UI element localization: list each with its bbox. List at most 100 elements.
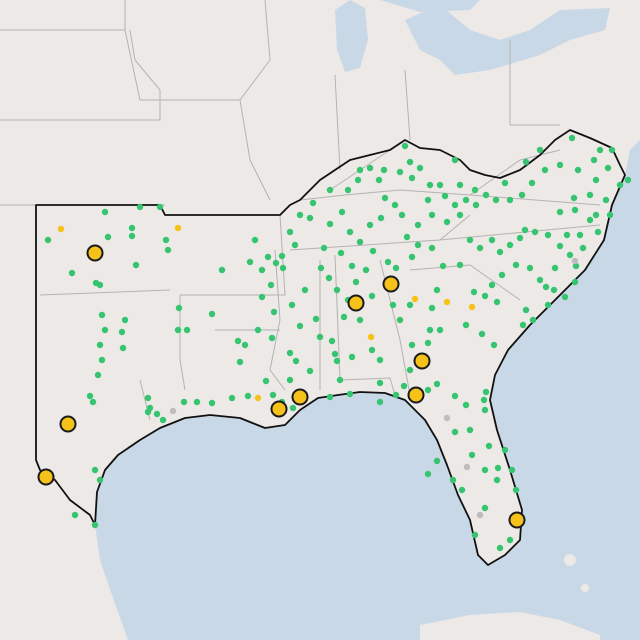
green-location-dot[interactable] — [424, 386, 432, 394]
green-location-dot[interactable] — [506, 196, 514, 204]
green-location-dot[interactable] — [254, 326, 262, 334]
green-location-dot[interactable] — [272, 259, 280, 267]
green-location-dot[interactable] — [396, 168, 404, 176]
green-location-dot[interactable] — [89, 398, 97, 406]
green-location-dot[interactable] — [456, 261, 464, 269]
green-location-dot[interactable] — [480, 396, 488, 404]
green-location-dot[interactable] — [590, 156, 598, 164]
green-location-dot[interactable] — [401, 142, 409, 150]
green-location-dot[interactable] — [471, 186, 479, 194]
green-location-dot[interactable] — [366, 164, 374, 172]
green-location-dot[interactable] — [571, 278, 579, 286]
green-location-dot[interactable] — [518, 191, 526, 199]
green-location-dot[interactable] — [403, 233, 411, 241]
small-yellow-location-dot[interactable] — [174, 224, 182, 232]
green-location-dot[interactable] — [162, 236, 170, 244]
small-yellow-location-dot[interactable] — [254, 394, 262, 402]
green-location-dot[interactable] — [289, 404, 297, 412]
green-location-dot[interactable] — [376, 379, 384, 387]
green-location-dot[interactable] — [616, 181, 624, 189]
green-location-dot[interactable] — [292, 357, 300, 365]
green-location-dot[interactable] — [354, 176, 362, 184]
green-location-dot[interactable] — [458, 486, 466, 494]
green-location-dot[interactable] — [68, 269, 76, 277]
green-location-dot[interactable] — [433, 380, 441, 388]
large-yellow-location-marker[interactable] — [407, 386, 425, 404]
green-location-dot[interactable] — [451, 156, 459, 164]
green-location-dot[interactable] — [488, 236, 496, 244]
green-location-dot[interactable] — [478, 330, 486, 338]
green-location-dot[interactable] — [490, 341, 498, 349]
green-location-dot[interactable] — [571, 206, 579, 214]
green-location-dot[interactable] — [278, 252, 286, 260]
green-location-dot[interactable] — [208, 310, 216, 318]
green-location-dot[interactable] — [356, 238, 364, 246]
green-location-dot[interactable] — [462, 321, 470, 329]
green-location-dot[interactable] — [346, 228, 354, 236]
green-location-dot[interactable] — [481, 504, 489, 512]
green-location-dot[interactable] — [594, 228, 602, 236]
green-location-dot[interactable] — [132, 261, 140, 269]
green-location-dot[interactable] — [174, 326, 182, 334]
green-location-dot[interactable] — [328, 337, 336, 345]
green-location-dot[interactable] — [408, 253, 416, 261]
green-location-dot[interactable] — [381, 194, 389, 202]
green-location-dot[interactable] — [470, 288, 478, 296]
green-location-dot[interactable] — [602, 196, 610, 204]
green-location-dot[interactable] — [462, 401, 470, 409]
green-location-dot[interactable] — [572, 262, 580, 270]
green-location-dot[interactable] — [556, 242, 564, 250]
green-location-dot[interactable] — [338, 208, 346, 216]
green-location-dot[interactable] — [86, 392, 94, 400]
gray-location-dot[interactable] — [463, 463, 471, 471]
large-yellow-location-marker[interactable] — [86, 244, 104, 262]
green-location-dot[interactable] — [449, 476, 457, 484]
green-location-dot[interactable] — [556, 208, 564, 216]
green-location-dot[interactable] — [258, 266, 266, 274]
green-location-dot[interactable] — [466, 426, 474, 434]
green-location-dot[interactable] — [98, 311, 106, 319]
green-location-dot[interactable] — [101, 208, 109, 216]
green-location-dot[interactable] — [104, 233, 112, 241]
gray-location-dot[interactable] — [169, 407, 177, 415]
green-location-dot[interactable] — [468, 451, 476, 459]
green-location-dot[interactable] — [488, 281, 496, 289]
green-location-dot[interactable] — [344, 186, 352, 194]
green-location-dot[interactable] — [119, 344, 127, 352]
green-location-dot[interactable] — [508, 466, 516, 474]
green-location-dot[interactable] — [366, 221, 374, 229]
green-location-dot[interactable] — [592, 211, 600, 219]
green-location-dot[interactable] — [389, 301, 397, 309]
gray-location-dot[interactable] — [476, 511, 484, 519]
green-location-dot[interactable] — [251, 236, 259, 244]
green-location-dot[interactable] — [316, 333, 324, 341]
green-location-dot[interactable] — [451, 428, 459, 436]
green-location-dot[interactable] — [380, 166, 388, 174]
green-location-dot[interactable] — [268, 334, 276, 342]
green-location-dot[interactable] — [428, 211, 436, 219]
green-location-dot[interactable] — [286, 228, 294, 236]
green-location-dot[interactable] — [481, 406, 489, 414]
green-location-dot[interactable] — [408, 341, 416, 349]
green-location-dot[interactable] — [246, 258, 254, 266]
green-location-dot[interactable] — [506, 536, 514, 544]
green-location-dot[interactable] — [376, 356, 384, 364]
green-location-dot[interactable] — [606, 211, 614, 219]
green-location-dot[interactable] — [493, 476, 501, 484]
green-location-dot[interactable] — [262, 377, 270, 385]
green-location-dot[interactable] — [481, 466, 489, 474]
green-location-dot[interactable] — [392, 391, 400, 399]
green-location-dot[interactable] — [175, 304, 183, 312]
green-location-dot[interactable] — [128, 224, 136, 232]
green-location-dot[interactable] — [482, 191, 490, 199]
green-location-dot[interactable] — [333, 286, 341, 294]
green-location-dot[interactable] — [462, 196, 470, 204]
green-location-dot[interactable] — [439, 262, 447, 270]
green-location-dot[interactable] — [320, 244, 328, 252]
green-location-dot[interactable] — [406, 158, 414, 166]
green-location-dot[interactable] — [528, 179, 536, 187]
green-location-dot[interactable] — [384, 258, 392, 266]
green-location-dot[interactable] — [121, 316, 129, 324]
green-location-dot[interactable] — [144, 394, 152, 402]
